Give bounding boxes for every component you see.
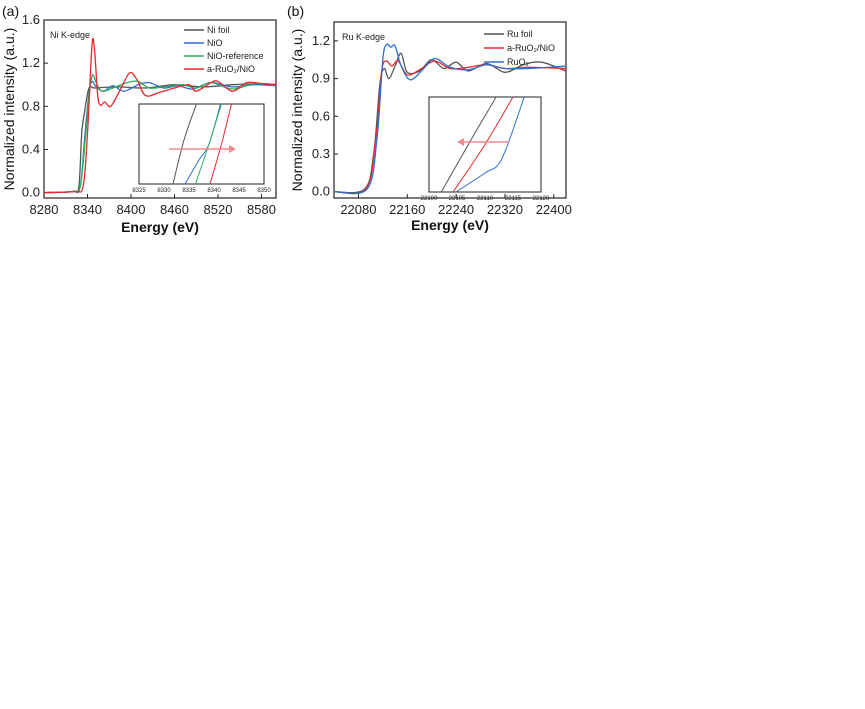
y-tick-label: 0.9 (312, 71, 330, 86)
legend-label: NiO (207, 38, 223, 48)
y-tick-label: 0.8 (22, 98, 40, 113)
x-tick-label: 8580 (247, 202, 276, 217)
edge-annotation: Ni K-edge (50, 30, 90, 40)
x-tick-label: 8460 (160, 202, 189, 217)
series-line-ruo2 (333, 43, 567, 195)
inset-x-tick-label: 22100 (421, 196, 438, 202)
y-tick-label: 1.2 (312, 33, 330, 48)
x-tick-label: 22160 (389, 202, 425, 217)
y-axis-label: Normalized intensity (a.u.) (1, 28, 17, 191)
edge-annotation: Ru K-edge (342, 32, 385, 42)
legend-label: NiO-reference (207, 51, 264, 61)
y-tick-label: 0.4 (22, 141, 40, 156)
x-tick-label: 8340 (73, 202, 102, 217)
x-tick-label: 22240 (438, 202, 474, 217)
shift-arrow-head (229, 145, 236, 153)
inset-x-tick-label: 22110 (477, 196, 494, 202)
legend-label: RuO₂ (507, 57, 530, 67)
x-axis-label: Energy (eV) (121, 219, 199, 235)
inset-x-tick-label: 8340 (207, 188, 221, 194)
inset-x-tick-label: 22115 (505, 196, 522, 202)
inset-line (195, 103, 222, 185)
inset-x-tick-label: 8335 (182, 188, 196, 194)
panel-label: (a) (2, 3, 19, 19)
inset-line (172, 103, 197, 185)
inset-x-tick-label: 8345 (232, 188, 246, 194)
plot-frame (43, 19, 277, 199)
x-tick-label: 22320 (487, 202, 523, 217)
y-tick-label: 1.2 (22, 55, 40, 70)
panel-a: 8280 8340 8400 8460 8520 8580 0.0 0.4 0.8 1.2 1.6 N… (1, 12, 277, 235)
inset-line (209, 103, 232, 185)
inset-x-tick-label: 8325 (132, 188, 146, 194)
legend-label: Ru foil (507, 29, 533, 39)
inset-x-tick-label: 8330 (157, 188, 171, 194)
inset-line (455, 96, 525, 193)
y-tick-label: 0.6 (312, 108, 330, 123)
x-tick-label: 22400 (536, 202, 572, 217)
x-axis-label: Energy (eV) (411, 217, 489, 233)
y-tick-label: 0.0 (22, 185, 40, 200)
x-tick-label: 8280 (30, 202, 59, 217)
inset-frame (138, 103, 265, 185)
y-tick-label: 1.6 (22, 12, 40, 27)
panel-b: 22080 22160 22240 22320 22400 0.0 0.3 0.6 0.9 1.2… (289, 21, 572, 233)
inset-x-tick-label: 22120 (533, 196, 550, 202)
legend-label: Ni foil (207, 25, 230, 35)
inset-x-tick-label: 22105 (449, 196, 466, 202)
shift-arrow-head (457, 138, 464, 146)
inset-x-tick-label: 8350 (257, 188, 271, 194)
inset-line (440, 96, 497, 193)
y-tick-label: 0.3 (312, 146, 330, 161)
panel-label: (b) (287, 3, 304, 19)
x-tick-label: 8400 (117, 202, 146, 217)
inset-line (452, 96, 514, 193)
legend-label: a-RuO₂/NiO (207, 64, 255, 74)
x-tick-label: 8520 (204, 202, 233, 217)
x-tick-label: 22080 (340, 202, 376, 217)
y-tick-label: 0.0 (312, 184, 330, 199)
series-line-ni-foil (43, 82, 277, 194)
series-line-a-ruo2-nio (43, 37, 277, 194)
y-axis-label: Normalized intensity (a.u.) (289, 29, 305, 192)
legend-label: a-RuO₂/NiO (507, 43, 555, 53)
plot-frame (333, 21, 567, 199)
